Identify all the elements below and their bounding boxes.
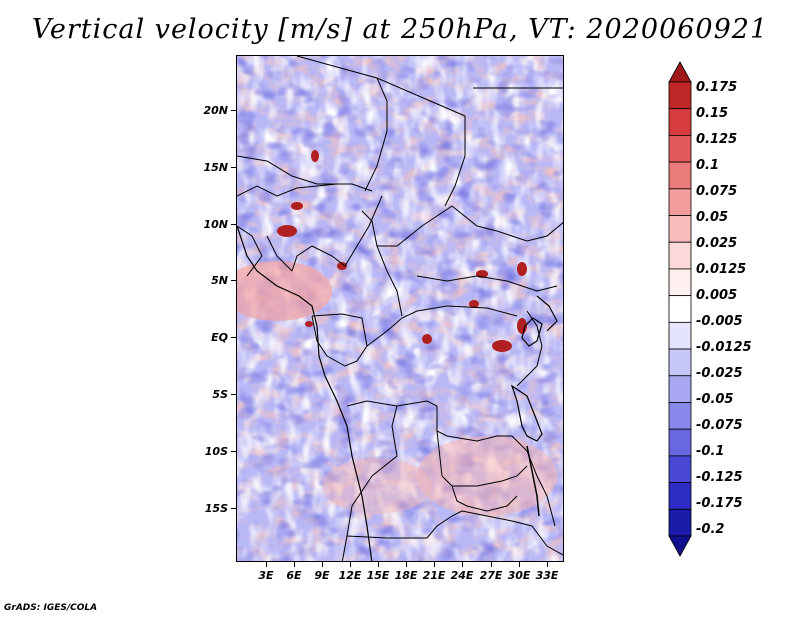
- lon-tick: [406, 562, 407, 567]
- colorbar-label-9: -0.005: [696, 314, 743, 329]
- colorbar-label-17: -0.2: [696, 522, 725, 537]
- lat-label-20n: 20N: [203, 104, 228, 117]
- colorbar-swatch: [668, 215, 692, 243]
- lon-tick: [266, 562, 267, 567]
- colorbar-label-11: -0.025: [696, 366, 743, 381]
- colorbar-swatch: [668, 81, 692, 110]
- colorbar-swatch: [668, 161, 692, 190]
- lat-label-10s: 10S: [204, 445, 228, 458]
- lat-label-10n: 10N: [203, 218, 228, 231]
- lat-tick: [231, 337, 236, 338]
- lon-tick: [462, 562, 463, 567]
- lat-label-15n: 15N: [203, 161, 228, 174]
- colorbar-label-5: 0.05: [696, 210, 729, 225]
- colorbar-swatch: [668, 241, 692, 270]
- lon-label-6e: 6E: [286, 569, 302, 582]
- colorbar-swatch: [668, 348, 692, 377]
- lat-label-15s: 15S: [204, 502, 228, 515]
- lon-label-12e: 12E: [338, 569, 362, 582]
- colorbar-label-2: 0.125: [696, 132, 738, 147]
- colorbar-swatch: [668, 108, 692, 136]
- lon-label-9e: 9E: [314, 569, 330, 582]
- colorbar-label-14: -0.1: [696, 444, 725, 459]
- colorbar-label-0: 0.175: [696, 80, 738, 95]
- colorbar-label-4: 0.075: [696, 184, 738, 199]
- colorbar-swatch: [668, 61, 692, 83]
- colorbar-swatch: [668, 135, 692, 163]
- lon-tick: [519, 562, 520, 567]
- chart-title: Vertical velocity [m/s] at 250hPa, VT: 2…: [31, 14, 769, 45]
- colorbar-label-1: 0.15: [696, 106, 729, 121]
- colorbar-label-16: -0.175: [696, 496, 743, 511]
- colorbar-swatch: [668, 428, 692, 457]
- lon-tick: [547, 562, 548, 567]
- lon-label-15e: 15E: [366, 569, 390, 582]
- country-borders: [237, 56, 563, 561]
- colorbar-swatch: [668, 455, 692, 483]
- lat-tick: [231, 110, 236, 111]
- lat-tick: [231, 224, 236, 225]
- colorbar-swatch: [668, 535, 692, 557]
- lon-tick: [491, 562, 492, 567]
- colorbar-label-8: 0.005: [696, 288, 738, 303]
- lat-tick: [231, 167, 236, 168]
- colorbar-swatch: [668, 295, 692, 323]
- lat-tick: [231, 508, 236, 509]
- lon-tick: [378, 562, 379, 567]
- lat-tick: [231, 394, 236, 395]
- colorbar-label-13: -0.075: [696, 418, 743, 433]
- lon-tick: [434, 562, 435, 567]
- lat-tick: [231, 280, 236, 281]
- colorbar-swatch: [668, 268, 692, 297]
- lat-tick: [231, 451, 236, 452]
- lon-label-30e: 30E: [507, 569, 531, 582]
- lon-tick: [294, 562, 295, 567]
- colorbar-label-6: 0.025: [696, 236, 738, 251]
- lon-tick: [322, 562, 323, 567]
- colorbar-swatch: [668, 375, 692, 403]
- lon-label-21e: 21E: [422, 569, 446, 582]
- colorbar-label-3: 0.1: [696, 158, 720, 173]
- lon-label-18e: 18E: [394, 569, 418, 582]
- lat-label-5n: 5N: [211, 274, 228, 287]
- colorbar-swatch: [668, 482, 692, 510]
- colorbar-swatch: [668, 321, 692, 350]
- colorbar-label-12: -0.05: [696, 392, 734, 407]
- velocity-field: [237, 56, 563, 561]
- lon-label-27e: 27E: [479, 569, 503, 582]
- lon-tick: [350, 562, 351, 567]
- lat-label-5s: 5S: [212, 388, 228, 401]
- colorbar-label-15: -0.125: [696, 470, 743, 485]
- lon-label-33e: 33E: [535, 569, 559, 582]
- colorbar-swatch: [668, 402, 692, 430]
- map-panel: [236, 55, 564, 562]
- grads-credit: GrADS: IGES/COLA: [4, 603, 98, 613]
- lat-label-eq: EQ: [211, 331, 228, 344]
- colorbar-label-10: -0.0125: [696, 340, 752, 355]
- lon-label-24e: 24E: [450, 569, 474, 582]
- coastlines: [237, 225, 558, 561]
- colorbar-swatch: [668, 188, 692, 216]
- colorbar-label-7: 0.0125: [696, 262, 747, 277]
- colorbar-swatch: [668, 508, 692, 537]
- lon-label-3e: 3E: [258, 569, 274, 582]
